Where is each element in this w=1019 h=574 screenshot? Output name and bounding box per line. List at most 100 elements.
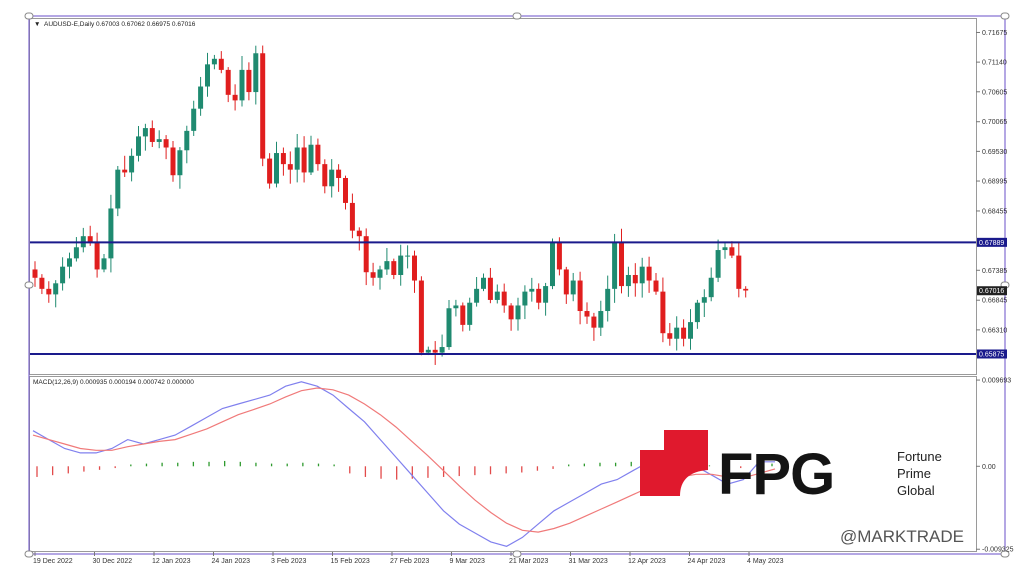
- price-tick-label: 0.70605: [982, 89, 1007, 96]
- candle-body: [418, 280, 424, 353]
- candle-body: [322, 164, 328, 187]
- candle-body: [356, 230, 362, 237]
- candle-body: [363, 236, 369, 273]
- candles-group: [32, 45, 749, 365]
- candle-body: [67, 258, 72, 267]
- candle-body: [205, 64, 210, 87]
- candle-body: [632, 274, 638, 284]
- time-tick-label: 24 Jan 2023: [212, 558, 251, 565]
- candle-body: [722, 247, 728, 251]
- candle-body: [639, 266, 645, 284]
- logo-name-line-3: Global: [897, 483, 935, 498]
- symbol-dropdown-icon[interactable]: ▼: [34, 21, 40, 28]
- candle-body: [377, 269, 383, 278]
- candle-body: [87, 236, 93, 242]
- candle-body: [218, 58, 224, 70]
- time-tick-label: 21 Mar 2023: [509, 558, 548, 565]
- candle-body: [439, 347, 445, 353]
- candle-body: [329, 169, 335, 187]
- candle-body: [743, 288, 749, 291]
- selection-handle[interactable]: [512, 12, 522, 20]
- candle-body: [343, 177, 348, 203]
- main-chart-panel: [29, 18, 977, 375]
- price-tick-label: 0.71140: [982, 60, 1007, 67]
- candle-body: [287, 164, 293, 170]
- candle-body: [591, 316, 597, 328]
- logo-block-top: [664, 430, 708, 450]
- candle-body: [163, 139, 169, 148]
- candle-body: [232, 94, 238, 101]
- time-tick-label: 30 Dec 2022: [93, 558, 133, 565]
- candle-body: [122, 169, 128, 173]
- candle-body: [115, 169, 121, 209]
- candle-body: [108, 208, 114, 259]
- candle-body: [474, 288, 480, 303]
- symbol-header: AUDUSD-E,Daily 0.67003 0.67062 0.66975 0…: [44, 21, 196, 28]
- time-tick-label: 12 Apr 2023: [628, 558, 666, 565]
- candle-body: [184, 130, 190, 151]
- candle-body: [94, 241, 100, 270]
- candle-body: [294, 147, 300, 170]
- candle-body: [536, 288, 542, 303]
- candle-body: [688, 322, 693, 339]
- candle-body: [577, 280, 583, 312]
- candle-body: [646, 266, 652, 281]
- logo-block-left: [640, 450, 680, 496]
- candle-body: [136, 136, 141, 156]
- candle-body: [39, 277, 45, 289]
- selection-handle[interactable]: [24, 281, 34, 289]
- selection-handle[interactable]: [24, 550, 34, 558]
- time-axis: 19 Dec 2022 30 Dec 2022 12 Jan 2023 24 Jan …: [33, 552, 784, 565]
- candle-body: [481, 277, 486, 289]
- candle-body: [425, 349, 431, 353]
- candle-body: [625, 274, 631, 287]
- macd-axis: 0.009693 0.00 -0.009325: [976, 378, 1014, 554]
- price-tick-label: 0.66845: [982, 298, 1007, 305]
- macd-tick-label: -0.009325: [982, 547, 1014, 554]
- level-lines[interactable]: 0.67889 0.65875 0.67016: [30, 237, 1007, 359]
- selection-handles[interactable]: [24, 12, 1010, 558]
- candle-body: [253, 53, 259, 93]
- time-tick-label: 3 Feb 2023: [271, 558, 307, 565]
- candle-body: [405, 255, 411, 257]
- candle-body: [729, 247, 735, 256]
- candle-body: [149, 128, 155, 142]
- candle-body: [460, 305, 466, 325]
- candle-body: [191, 108, 197, 131]
- candle-body: [494, 291, 500, 300]
- candle-body: [280, 153, 286, 165]
- candle-body: [391, 261, 397, 275]
- candle-body: [46, 288, 52, 295]
- price-tick-label: 0.67385: [982, 268, 1007, 275]
- candle-body: [563, 269, 569, 295]
- candle-body: [60, 266, 66, 284]
- price-tick-label: 0.68455: [982, 208, 1007, 215]
- logo-block-corner: [680, 450, 708, 496]
- fpg-logo-mark: [640, 430, 708, 496]
- candle-body: [550, 241, 555, 287]
- selection-handle[interactable]: [1000, 550, 1010, 558]
- candle-body: [660, 291, 666, 334]
- candle-body: [529, 288, 535, 292]
- candle-body: [515, 305, 521, 320]
- level-price-tag: [977, 349, 1007, 359]
- candle-body: [170, 147, 176, 176]
- candle-body: [694, 302, 700, 323]
- candle-body: [412, 255, 417, 281]
- selection-handle[interactable]: [1000, 12, 1010, 20]
- candle-body: [274, 153, 279, 184]
- candle-body: [667, 333, 673, 339]
- macd-histogram: [36, 460, 773, 480]
- candle-body: [225, 69, 231, 95]
- selection-handle[interactable]: [24, 12, 34, 20]
- watermark: @MARKTRADE: [840, 527, 964, 546]
- candle-body: [508, 305, 514, 320]
- time-tick-label: 9 Mar 2023: [450, 558, 486, 565]
- candle-body: [556, 241, 562, 270]
- level-price-label: 0.65875: [979, 351, 1004, 358]
- candle-body: [260, 53, 266, 159]
- candle-body: [612, 241, 618, 289]
- candle-body: [543, 286, 549, 303]
- selection-handle[interactable]: [512, 550, 522, 558]
- candle-body: [467, 302, 473, 325]
